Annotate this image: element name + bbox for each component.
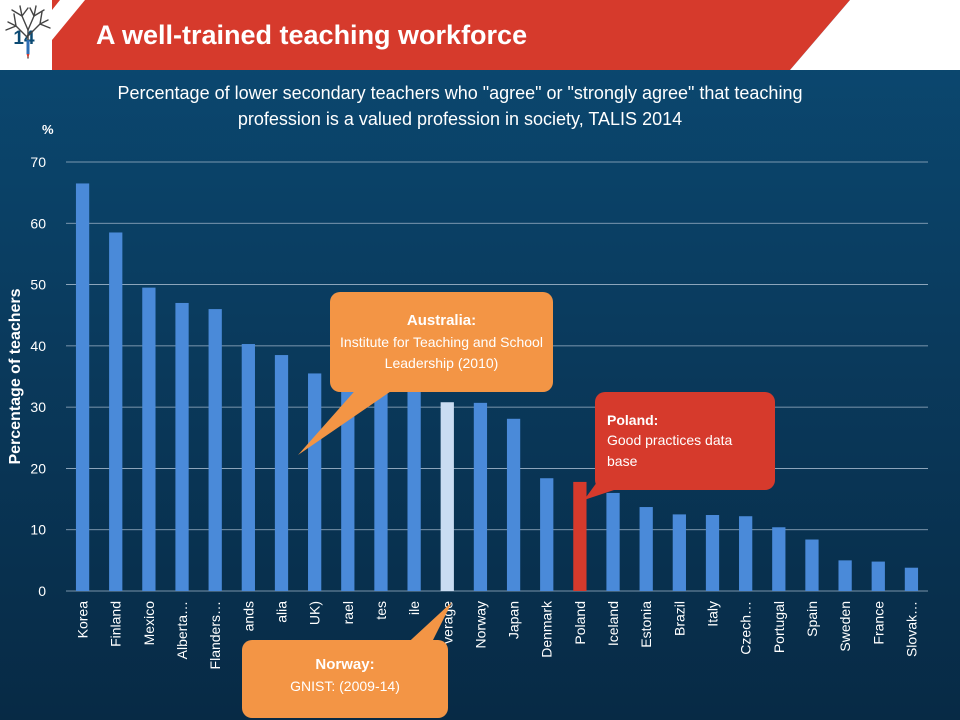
x-tick-label: Korea [75,601,91,639]
callout-norway-body: GNIST: (2009-14) [290,678,400,694]
x-tick-label: Alberta… [174,601,190,659]
x-tick-label: Iceland [605,601,621,646]
y-tick-label: 30 [30,399,46,415]
x-tick-label: France [870,601,886,645]
callout-poland-head: Poland: [607,412,659,428]
bar [871,561,885,591]
x-tick-label: Norway [472,601,488,648]
x-tick-label: Finland [108,601,124,647]
x-tick-label: Japan [506,601,522,639]
bar [374,382,388,591]
bar [473,402,488,591]
x-tick-label: Poland [572,601,588,645]
bar-chart: 0 10 20 30 40 50 60 70 Percentage of teachers Kor… [7,154,928,669]
slide-header: 14 A well-trained teaching workforce [0,0,960,70]
callout-australia-head: Australia: [406,312,477,329]
x-tick-label: UK) [307,601,323,625]
x-tick-label: Mexico [141,601,157,646]
x-tick-label: Spain [804,601,820,637]
bar [904,567,919,591]
bar [805,539,819,591]
x-tick-label: tes [373,601,389,620]
x-tick-label: alia [274,601,290,623]
bar [175,302,189,591]
x-tick-label: Brazil [671,601,687,636]
y-axis-label: Percentage of teachers [7,288,24,464]
bar [109,232,123,591]
y-tick-label: 60 [30,215,46,231]
bar [241,344,255,591]
y-tick-label: 0 [38,583,46,599]
callout-australia-pointer [298,385,400,455]
bar [142,287,156,591]
callout-norway-pointer [400,602,452,650]
x-tick-label: Czech… [738,601,754,655]
bar [75,183,90,591]
x-tick-label: Slovak… [903,601,919,657]
x-tick-label: Italy [705,601,721,627]
unit-label: % [42,122,54,137]
y-tick-label: 40 [30,338,46,354]
subtitle-line-2: profession is a valued profession in soc… [237,109,683,129]
bar [772,527,786,591]
bar [540,478,554,591]
bar [838,560,852,591]
y-tick-label: 20 [30,460,46,476]
bar [739,516,753,591]
bar [308,373,322,591]
bar [440,402,454,591]
bar [341,376,355,591]
x-tick-label: ands [240,601,256,631]
bar [506,418,521,591]
x-tick-label: Portugal [771,601,787,653]
callout-norway: Norway: GNIST: (2009-14) [242,640,448,718]
chart-subtitle: Percentage of lower secondary teachers w… [20,80,900,132]
tree-logo-icon [5,5,51,59]
slide-title: A well-trained teaching workforce [96,20,528,50]
subtitle-line-1: Percentage of lower secondary teachers w… [117,83,803,103]
bar [705,515,720,591]
x-tick-label: Flanders… [207,601,223,669]
bar [639,507,653,591]
bar [274,355,289,591]
y-tick-label: 10 [30,522,46,538]
x-tick-label: Denmark [539,600,555,658]
bar [672,514,686,591]
callout-australia: Australia: Institute for Teaching and Sc… [330,292,553,392]
callout-norway-head: Norway: [315,656,375,673]
y-tick-label: 70 [30,154,46,170]
header-banner [0,0,960,70]
bar [208,309,222,591]
x-tick-label: ile [406,601,422,615]
callout-poland-body: Good practices data base [607,432,733,469]
bar [606,492,620,591]
callout-australia-body: Institute for Teaching and School Leader… [340,334,543,371]
x-tick-label: Sweden [837,601,853,652]
y-tick-label: 50 [30,277,46,293]
callout-poland: Poland: Good practices data base [595,392,775,490]
bar [407,388,421,591]
bar [573,481,587,591]
x-tick-label: Estonia [638,601,654,648]
x-tick-label: rael [340,601,356,624]
